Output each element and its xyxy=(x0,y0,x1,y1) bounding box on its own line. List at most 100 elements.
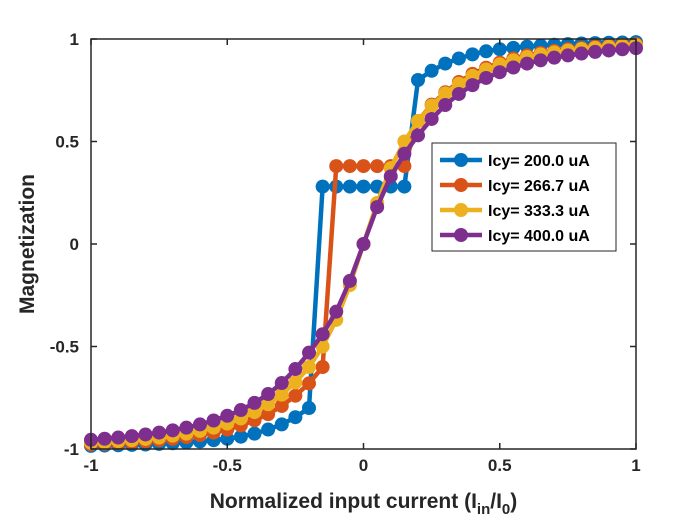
series-2-point xyxy=(261,407,276,422)
series-3-point xyxy=(438,86,453,101)
series-3-point xyxy=(315,339,330,354)
series-4-point xyxy=(588,44,603,59)
series-4-point xyxy=(574,46,589,61)
series-1-point xyxy=(302,401,316,415)
series-1-point xyxy=(315,179,330,194)
series-4-point xyxy=(479,70,494,85)
series-4-point xyxy=(97,431,112,446)
series-4-point xyxy=(302,345,316,360)
series-4-point xyxy=(520,56,534,71)
tick-layer: -1 -0.5 0 0.5 1 -1 -0.5 0 0.5 1 xyxy=(50,30,641,475)
series-4-point xyxy=(165,423,180,438)
series-4-point xyxy=(274,375,289,390)
series-4-point xyxy=(560,48,575,63)
series-3-point xyxy=(302,360,316,374)
series-4-point xyxy=(397,146,412,161)
series-4-point xyxy=(138,427,153,442)
series-4-point xyxy=(220,408,235,423)
series-3-point xyxy=(451,76,466,91)
legend-marker-1 xyxy=(454,153,468,167)
series-4-point xyxy=(206,413,221,428)
y-tick-label: 0 xyxy=(70,235,79,254)
series-4-point xyxy=(438,98,453,113)
series-1-point xyxy=(288,410,303,425)
legend-marker-2 xyxy=(454,178,468,192)
series-3-point xyxy=(288,375,303,390)
series-4-point xyxy=(247,395,262,410)
legend-label-4: Icy= 400.0 uA xyxy=(488,228,590,245)
legend-label-2: Icy= 266.7 uA xyxy=(488,178,590,195)
series-4-point xyxy=(124,429,139,444)
series-2-point xyxy=(370,159,385,174)
series-2-point xyxy=(302,376,316,391)
series-4-point xyxy=(533,53,548,68)
series-1-point xyxy=(479,44,494,59)
series-4-point xyxy=(342,273,357,288)
series-4-point xyxy=(465,78,480,93)
series-1-point xyxy=(424,63,439,78)
series-2-point xyxy=(329,159,344,174)
series-4-point xyxy=(411,128,425,143)
series-1-point xyxy=(261,422,276,437)
series-1-point xyxy=(411,73,425,87)
series-2-point xyxy=(274,398,289,413)
series-1-point xyxy=(506,40,521,55)
x-tick-label: -0.5 xyxy=(213,456,242,475)
legend: Icy= 200.0 uA Icy= 266.7 uA Icy= 333.3 uA I… xyxy=(431,142,617,252)
series-4-point xyxy=(111,430,126,445)
series-1-point xyxy=(342,179,357,194)
series-4 xyxy=(84,41,643,447)
y-tick-label: -0.5 xyxy=(50,338,79,357)
series-1-point xyxy=(247,426,262,441)
series-2-point xyxy=(342,159,357,174)
series-4-point xyxy=(288,362,303,377)
series-4-point xyxy=(370,200,385,215)
series-4-point xyxy=(424,111,439,126)
legend-label-3: Icy= 333.3 uA xyxy=(488,203,590,220)
legend-marker-3 xyxy=(454,203,468,217)
y-tick-label: 0.5 xyxy=(55,133,79,152)
series-4-point xyxy=(547,50,562,65)
y-tick-label: -1 xyxy=(64,440,79,459)
series-2-point xyxy=(288,388,303,403)
series-4-point xyxy=(506,60,521,75)
x-tick-label: 0 xyxy=(359,456,368,475)
series-1-point xyxy=(233,429,248,444)
series-4-point xyxy=(152,425,167,440)
series-1-point xyxy=(356,179,371,194)
series-3-point xyxy=(261,397,276,412)
series-4-point xyxy=(193,417,207,432)
series-2-point xyxy=(356,159,371,174)
series-1-point xyxy=(397,179,412,194)
series-3-point xyxy=(397,134,412,149)
series-4-point xyxy=(601,43,616,58)
series-4-point xyxy=(329,304,344,319)
y-axis-label: Magnetization xyxy=(16,174,39,314)
legend-marker-4 xyxy=(454,228,468,242)
y-tick-label: 1 xyxy=(70,30,79,49)
x-tick-label: -1 xyxy=(83,456,98,475)
series-4-point xyxy=(179,420,194,435)
x-tick-label: 1 xyxy=(631,456,640,475)
series-3-point xyxy=(424,98,439,113)
series-4-point xyxy=(261,387,276,402)
series-1-point xyxy=(451,51,466,66)
series-4-point xyxy=(315,327,330,342)
x-tick-label: 0.5 xyxy=(488,456,512,475)
series-3-point xyxy=(411,114,425,128)
series-4-point xyxy=(233,403,248,418)
series-1-point xyxy=(465,47,480,62)
series-3-point xyxy=(274,387,289,402)
legend-label-1: Icy= 200.0 uA xyxy=(488,153,590,170)
series-4-point xyxy=(451,86,466,101)
series-layer xyxy=(84,35,643,453)
x-axis-label: Normalized input current (Iin/I0) xyxy=(210,490,518,518)
series-4-point xyxy=(492,65,507,80)
series-4-point xyxy=(615,42,630,57)
series-1-point xyxy=(492,42,507,57)
series-2-point xyxy=(315,360,330,374)
series-4-point xyxy=(356,237,371,251)
series-1-point xyxy=(438,56,453,71)
series-4-point xyxy=(383,169,398,184)
